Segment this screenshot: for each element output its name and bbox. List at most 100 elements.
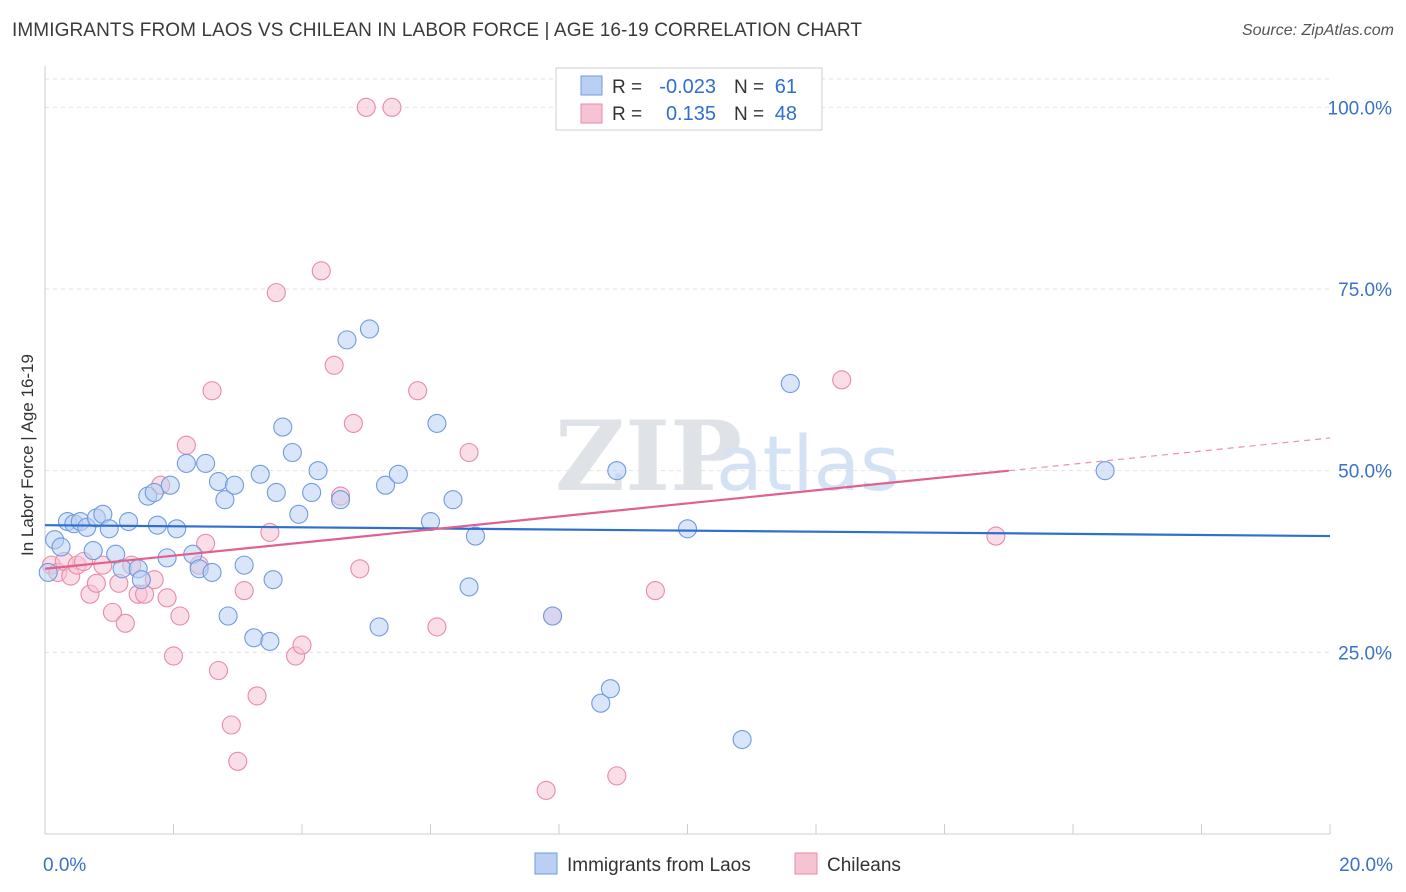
point-chileans-48 (986, 526, 1006, 546)
point-chileans-30 (266, 283, 286, 303)
point-laos-26 (208, 472, 229, 492)
point-laos-45 (375, 475, 396, 495)
legend-swatch-laos[interactable] (534, 852, 558, 875)
source-label: Source: ZipAtlas.com (1241, 22, 1394, 39)
point-chileans-17 (157, 588, 177, 608)
point-laos-36 (273, 417, 293, 437)
bottom-legend: Immigrants from Laos Chileans (534, 852, 901, 876)
point-laos-58 (780, 373, 800, 394)
stats-legend: R = -0.023 N = 61 R = 0.135 N = 48 (555, 67, 823, 131)
trend-lines (44, 437, 1331, 570)
point-laos-24 (196, 453, 216, 473)
point-laos-46 (388, 464, 408, 484)
point-chileans-34 (324, 355, 344, 375)
point-chileans-39 (382, 97, 402, 117)
point-chileans-42 (459, 442, 479, 463)
point-laos-56 (677, 519, 698, 539)
point-laos-52 (543, 606, 563, 626)
data-points (38, 97, 1115, 800)
point-chileans-46 (645, 581, 665, 601)
point-chileans-37 (350, 559, 370, 579)
point-laos-40 (308, 461, 328, 481)
point-chileans-33 (311, 261, 331, 281)
point-laos-9 (99, 519, 119, 539)
x-tick-label-1: 20.0% (1339, 855, 1393, 876)
point-chileans-23 (202, 381, 222, 401)
point-chileans-20 (176, 435, 196, 455)
point-chileans-43 (536, 780, 556, 800)
point-laos-12 (118, 511, 139, 532)
point-laos-32 (250, 464, 270, 484)
point-laos-19 (160, 475, 180, 495)
y-tick-label-0: 25.0% (1338, 643, 1392, 664)
point-laos-41 (330, 490, 351, 510)
point-chileans-38 (356, 97, 376, 117)
axes (44, 66, 1331, 835)
chart-title: IMMIGRANTS FROM LAOS VS CHILEAN IN LABOR… (12, 20, 863, 41)
point-laos-54 (600, 679, 620, 699)
point-chileans-24 (208, 660, 229, 681)
legend-swatch-chileans[interactable] (794, 852, 818, 875)
point-laos-59 (1095, 461, 1115, 481)
point-laos-20 (167, 519, 187, 539)
point-laos-57 (732, 729, 752, 750)
point-chileans-26 (228, 751, 248, 771)
point-laos-39 (302, 482, 322, 503)
legend-label-chileans[interactable]: Chileans (827, 855, 901, 876)
point-laos-25 (202, 562, 222, 582)
point-chileans-40 (408, 381, 428, 401)
point-laos-50 (459, 577, 479, 597)
point-laos-28 (218, 606, 238, 626)
point-laos-29 (224, 475, 245, 495)
x-tick-label-0: 0.0% (43, 855, 86, 876)
point-laos-43 (359, 319, 380, 339)
point-chileans-7 (86, 573, 106, 593)
point-laos-53 (591, 693, 611, 713)
point-laos-21 (176, 453, 196, 473)
y-tick-label-2: 75.0% (1338, 280, 1392, 301)
point-chileans-19 (170, 606, 190, 626)
point-chileans-27 (234, 581, 254, 601)
point-chileans-45 (607, 766, 627, 786)
legend-label-laos[interactable]: Immigrants from Laos (567, 855, 751, 876)
stats-n-label-chileans: N = (734, 104, 764, 125)
point-laos-35 (266, 482, 286, 503)
y-tick-label-1: 50.0% (1338, 462, 1392, 483)
point-laos-60 (38, 562, 58, 582)
point-chileans-11 (115, 613, 135, 633)
stats-r-value-laos: -0.023 (659, 76, 716, 98)
y-axis-label: In Labor Force | Age 16-19 (18, 354, 37, 556)
point-chileans-47 (832, 370, 852, 390)
tick-labels: 25.0% 50.0% 75.0% 100.0% 0.0% 20.0% (43, 98, 1393, 876)
point-chileans-41 (427, 617, 447, 637)
point-laos-27 (215, 490, 235, 510)
point-laos-16 (144, 482, 164, 503)
point-chileans-36 (343, 413, 363, 433)
point-chileans-25 (221, 715, 241, 735)
stats-n-value-laos: 61 (775, 76, 797, 98)
point-chileans-9 (102, 602, 123, 622)
point-laos-49 (443, 490, 463, 510)
point-laos-34 (263, 570, 283, 590)
point-laos-30 (234, 555, 254, 575)
point-laos-48 (427, 413, 447, 433)
trend-line-laos (44, 524, 1331, 538)
watermark-atlas: atlas (716, 419, 900, 508)
stats-r-label-laos: R = (612, 77, 642, 98)
point-chileans-28 (247, 686, 267, 706)
stats-swatch-chileans (580, 103, 603, 124)
stats-r-value-chileans: 0.135 (666, 103, 716, 125)
stats-r-label-chileans: R = (612, 104, 642, 125)
point-laos-37 (282, 442, 302, 463)
point-laos-55 (607, 461, 627, 481)
point-laos-14 (131, 570, 151, 590)
point-laos-33 (260, 631, 280, 651)
point-laos-31 (244, 628, 264, 648)
stats-n-label-laos: N = (734, 77, 764, 98)
trend-line-chileans (44, 469, 1009, 570)
y-tick-label-3: 100.0% (1328, 98, 1393, 119)
watermark-zip: ZIP (555, 400, 742, 513)
point-laos-38 (289, 504, 309, 524)
point-laos-6 (83, 541, 103, 561)
